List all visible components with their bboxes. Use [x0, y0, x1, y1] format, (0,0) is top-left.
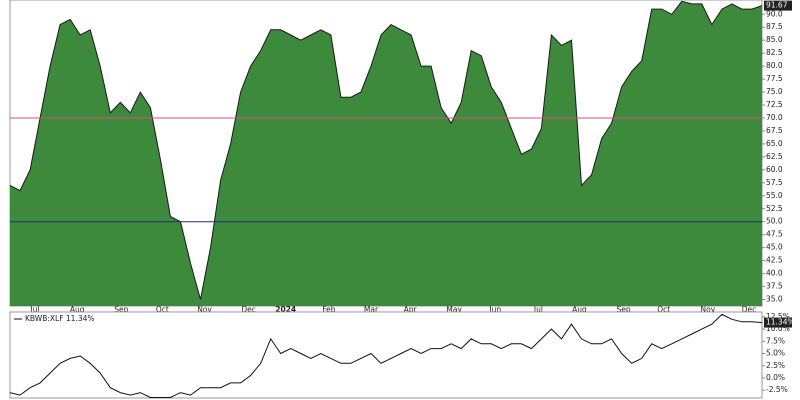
y-tick-label: 35.0 [766, 295, 783, 304]
x-tick-label: Dec [742, 305, 757, 314]
line [9, 0, 763, 300]
x-tick-label: Jul [30, 305, 40, 314]
x-tick-label: Jul [533, 305, 543, 314]
x-tick-label: Dec [241, 305, 256, 314]
y-tick-label: 50.0 [766, 217, 783, 226]
last-value-box [764, 0, 792, 11]
y-tick-label: 47.5 [766, 230, 783, 239]
y-tick-label: 62.5 [766, 152, 783, 161]
y-tick-label: 2.5% [766, 361, 785, 370]
y-tick-label: 85.0 [766, 35, 783, 44]
plot-frame [9, 311, 763, 399]
x-tick-label: Oct [657, 305, 670, 314]
y-tick-label: 77.5 [766, 74, 783, 83]
y-tick-label: 67.5 [766, 126, 783, 135]
y-tick-label: 60.0 [766, 165, 783, 174]
y-tick-label: 37.5 [766, 282, 783, 291]
y-tick-label: 40.0 [766, 269, 783, 278]
y-tick-label: 57.5 [766, 178, 783, 187]
y-tick-label: 80.0 [766, 61, 783, 70]
x-tick-label: Oct [156, 305, 169, 314]
y-tick-label: 70.0 [766, 113, 783, 122]
y-tick-label: 55.0 [766, 191, 783, 200]
y-tick-label: 0.0% [766, 373, 785, 382]
last-value-label: 91.67 [766, 1, 788, 10]
x-tick-label: Aug [572, 305, 587, 314]
y-tick-label: 52.5 [766, 204, 783, 213]
x-tick-label: Sep [617, 305, 631, 314]
y-tick-label: 72.5 [766, 100, 783, 109]
x-tick-label: Aug [70, 305, 85, 314]
y-tick-label: 65.0 [766, 139, 783, 148]
y-tick-label: -2.5% [766, 385, 788, 394]
y-tick-label: 10.0% [766, 324, 790, 333]
y-tick-label: 7.5% [766, 336, 785, 345]
y-tick-label: 82.5 [766, 48, 783, 57]
y-tick-label: 12.5% [766, 312, 790, 321]
x-tick-label: Nov [701, 305, 716, 314]
last-value-box [764, 317, 792, 328]
x-tick-label: Sep [114, 305, 128, 314]
x-tick-label: Nov [197, 305, 212, 314]
x-tick-label: Jun [488, 305, 501, 314]
x-tick-label: Feb [322, 305, 336, 314]
x-tick-label: May [446, 305, 462, 314]
line [9, 313, 763, 398]
x-tick-label: Mar [364, 305, 379, 314]
y-tick-label: 45.0 [766, 243, 783, 252]
y-tick-label: 42.5 [766, 256, 783, 265]
last-value-label: 11.34% [766, 318, 795, 327]
y-tick-label: 87.5 [766, 22, 783, 31]
legend-label: KBWB:XLF 11.34% [25, 314, 95, 323]
x-tick-label: Apr [404, 305, 418, 314]
y-tick-label: 75.0 [766, 87, 783, 96]
y-tick-label: 5.0% [766, 349, 785, 358]
y-tick-label: 90.0 [766, 9, 783, 18]
x-tick-label: 2024 [275, 305, 296, 314]
